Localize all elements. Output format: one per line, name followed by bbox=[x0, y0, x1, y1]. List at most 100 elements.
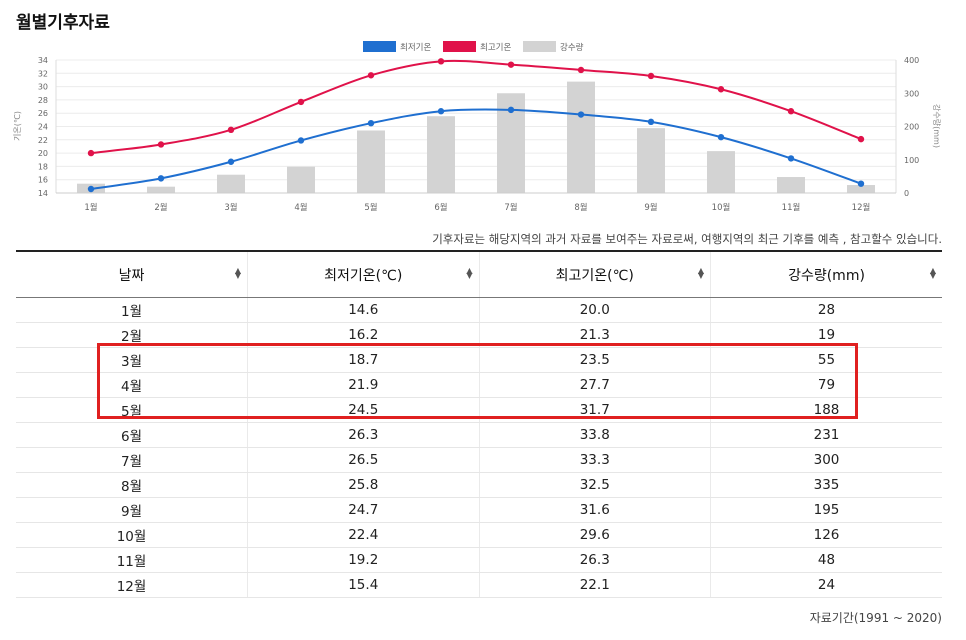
header-precipitation[interactable]: 강수량(mm) ▲ ▼ bbox=[710, 250, 942, 298]
x-tick-label: 12월 bbox=[852, 202, 871, 213]
cell-precipitation: 28 bbox=[710, 297, 942, 323]
x-tick-label: 5월 bbox=[364, 202, 377, 213]
y2-tick-label: 200 bbox=[904, 123, 919, 132]
cell-month: 1월 bbox=[16, 297, 248, 323]
legend-label: 강수량 bbox=[560, 42, 584, 53]
cell-min-temp: 18.7 bbox=[247, 347, 479, 373]
y-tick-label: 18 bbox=[38, 162, 48, 171]
table-row: 8월 25.8 32.5 335 bbox=[16, 472, 942, 498]
climate-chart: 14 16 18 20 22 24 26 28 30 32 34 0 100 200 300 400 기온(℃)… bbox=[13, 41, 942, 213]
max-temp-point bbox=[647, 72, 655, 80]
cell-max-temp: 33.8 bbox=[478, 422, 711, 448]
y-axis-label: 기온(℃) bbox=[13, 111, 22, 141]
cell-month: 4월 bbox=[16, 372, 248, 398]
x-tick-label: 11월 bbox=[782, 202, 801, 213]
cell-min-temp: 25.8 bbox=[247, 472, 479, 498]
sort-icon[interactable]: ▲ ▼ bbox=[466, 266, 473, 280]
cell-precipitation: 231 bbox=[710, 422, 942, 448]
table-row: 12월 15.4 22.1 24 bbox=[16, 572, 942, 598]
y2-tick-label: 100 bbox=[904, 156, 919, 165]
cell-precipitation: 48 bbox=[710, 547, 942, 573]
max-temp-point bbox=[297, 98, 305, 106]
min-temp-point bbox=[507, 106, 515, 114]
page-title: 월별기후자료 bbox=[16, 13, 110, 33]
chart-legend: 최저기온 최고기온 강수량 bbox=[363, 41, 584, 53]
y-tick-label: 28 bbox=[38, 96, 48, 105]
sort-icon[interactable]: ▲ ▼ bbox=[929, 266, 936, 280]
max-temp-point bbox=[227, 126, 235, 134]
y-tick-label: 32 bbox=[38, 69, 48, 78]
legend-label: 최저기온 bbox=[400, 42, 431, 53]
data-period: 자료기간(1991 ~ 2020) bbox=[809, 611, 942, 625]
table-row: 3월 18.7 23.5 55 bbox=[16, 347, 942, 373]
y-tick-label: 20 bbox=[38, 149, 48, 158]
precipitation-bar bbox=[217, 174, 245, 193]
cell-month: 8월 bbox=[16, 472, 248, 498]
cell-max-temp: 32.5 bbox=[478, 472, 711, 498]
temperature-lines bbox=[87, 58, 865, 193]
cell-month: 11월 bbox=[16, 547, 248, 573]
x-tick-label: 2월 bbox=[154, 202, 167, 213]
cell-max-temp: 26.3 bbox=[478, 547, 711, 573]
max-temp-point bbox=[367, 72, 375, 79]
cell-precipitation: 300 bbox=[710, 447, 942, 473]
header-max-temp[interactable]: 최고기온(℃) ▲ ▼ bbox=[478, 250, 711, 298]
cell-precipitation: 335 bbox=[710, 472, 942, 498]
sort-icon[interactable]: ▲ ▼ bbox=[234, 266, 241, 280]
precipitation-bar bbox=[777, 177, 805, 193]
legend-min-temp: 최저기온 bbox=[363, 41, 431, 53]
cell-month: 6월 bbox=[16, 422, 248, 448]
highlight-box bbox=[97, 343, 858, 419]
cell-precipitation: 24 bbox=[710, 572, 942, 598]
cell-max-temp: 20.0 bbox=[478, 297, 711, 323]
cell-precipitation: 126 bbox=[710, 522, 942, 548]
y-tick-label: 14 bbox=[38, 189, 48, 198]
min-temp-point bbox=[787, 155, 795, 162]
min-temp-point bbox=[647, 118, 655, 126]
x-tick-label: 3월 bbox=[224, 202, 237, 213]
legend-swatch bbox=[363, 41, 396, 52]
max-temp-point bbox=[507, 61, 515, 68]
cell-min-temp: 24.7 bbox=[247, 497, 479, 523]
cell-min-temp: 21.9 bbox=[247, 372, 479, 398]
max-temp-point bbox=[857, 135, 865, 143]
y2-tick-label: 400 bbox=[904, 56, 919, 65]
cell-max-temp: 22.1 bbox=[478, 572, 711, 598]
cell-max-temp: 33.3 bbox=[478, 447, 711, 473]
precipitation-bar bbox=[847, 185, 875, 193]
x-tick-label: 6월 bbox=[434, 202, 447, 213]
legend-precipitation: 강수량 bbox=[523, 41, 584, 53]
table-row: 6월 26.3 33.8 231 bbox=[16, 422, 942, 448]
legend-max-temp: 최고기온 bbox=[443, 41, 511, 53]
cell-max-temp: 29.6 bbox=[478, 522, 711, 548]
cell-min-temp: 14.6 bbox=[247, 297, 479, 323]
header-label: 날짜 bbox=[118, 267, 145, 284]
cell-min-temp: 22.4 bbox=[247, 522, 479, 548]
table-header-row: 날짜 ▲ ▼ 최저기온(℃) ▲ ▼ 최고기온(℃) ▲ ▼ 강수량(mm) ▲ ▼ bbox=[16, 250, 942, 298]
cell-precipitation: 195 bbox=[710, 497, 942, 523]
header-month[interactable]: 날짜 ▲ ▼ bbox=[16, 250, 248, 298]
cell-month: 9월 bbox=[16, 497, 248, 523]
header-label: 강수량(mm) bbox=[788, 267, 865, 284]
cell-min-temp: 26.5 bbox=[247, 447, 479, 473]
legend-swatch bbox=[443, 41, 476, 52]
precipitation-bar bbox=[357, 130, 385, 193]
header-label: 최고기온(℃) bbox=[555, 267, 634, 284]
min-temp-point bbox=[157, 175, 165, 182]
y-tick-label: 16 bbox=[38, 176, 48, 185]
table-row: 4월 21.9 27.7 79 bbox=[16, 372, 942, 398]
cell-max-temp: 27.7 bbox=[478, 372, 711, 398]
cell-precipitation: 79 bbox=[710, 372, 942, 398]
min-temp-point bbox=[577, 111, 585, 118]
x-tick-label: 7월 bbox=[504, 202, 517, 213]
x-tick-label: 1월 bbox=[84, 202, 97, 213]
cell-precipitation: 55 bbox=[710, 347, 942, 373]
y2-tick-label: 0 bbox=[904, 189, 909, 198]
y-tick-label: 26 bbox=[38, 109, 48, 118]
y-tick-label: 22 bbox=[38, 136, 48, 145]
sort-icon[interactable]: ▲ ▼ bbox=[697, 266, 704, 280]
cell-month: 7월 bbox=[16, 447, 248, 473]
header-min-temp[interactable]: 최저기온(℃) ▲ ▼ bbox=[247, 250, 479, 298]
min-temp-point bbox=[367, 119, 375, 127]
y2-tick-label: 300 bbox=[904, 89, 919, 98]
